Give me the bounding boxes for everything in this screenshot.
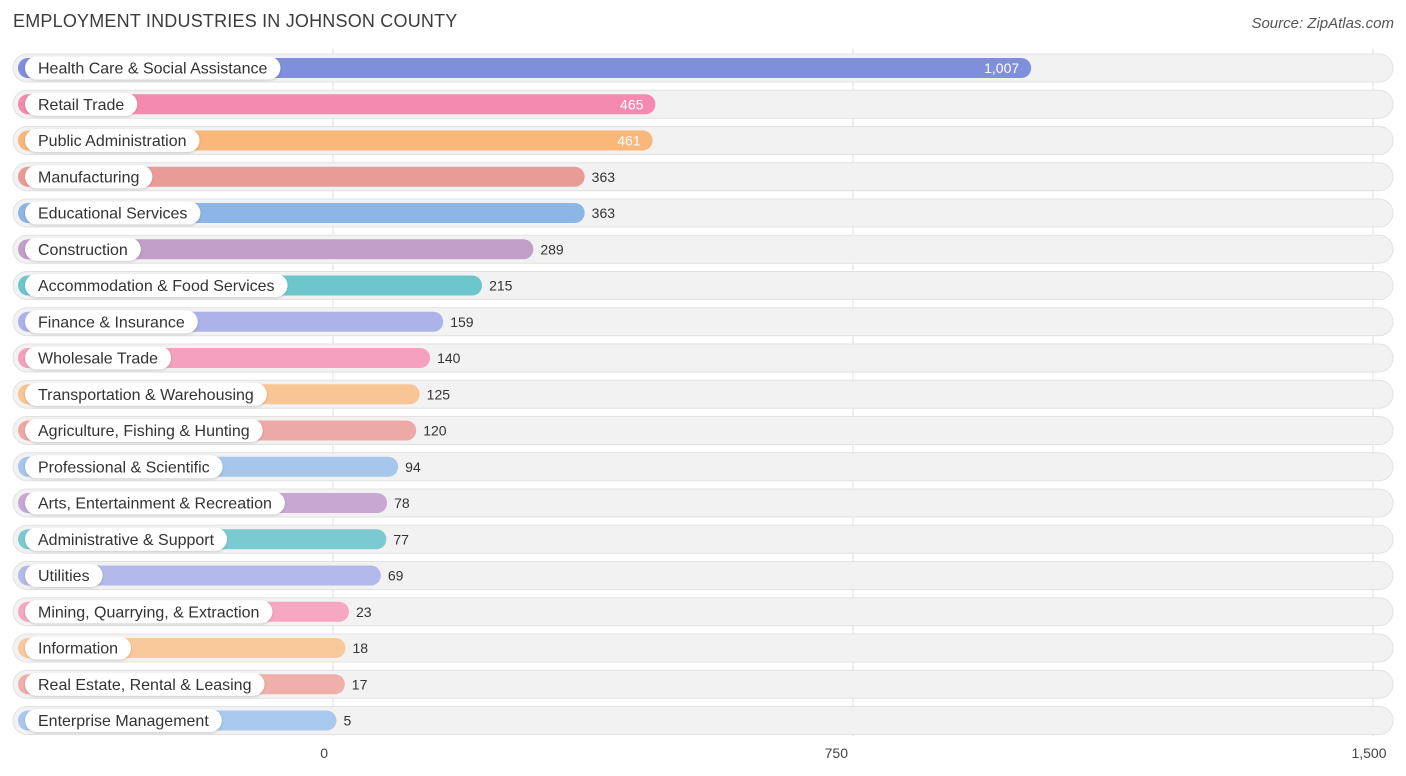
bar-row: Retail Trade 465 xyxy=(12,89,1394,119)
value-label: 77 xyxy=(393,531,409,547)
bar xyxy=(18,239,534,260)
category-label: Finance & Insurance xyxy=(38,314,185,331)
category-label-pill xyxy=(25,636,132,660)
category-label: Educational Services xyxy=(38,206,187,223)
x-tick-label: 0 xyxy=(320,745,328,761)
x-axis-ticks: 0 750 1,500 xyxy=(320,745,1387,761)
value-label: 18 xyxy=(352,640,368,656)
category-label-pill xyxy=(25,709,222,732)
bar-row: Real Estate, Rental & Leasing 17 xyxy=(12,669,1394,699)
bar xyxy=(18,166,585,187)
bar-row: Transportation & Warehousing 125 xyxy=(12,379,1394,409)
value-label: 159 xyxy=(450,314,474,330)
bar-rows: Health Care & Social Assistance 1,007 Reta… xyxy=(12,53,1394,735)
category-label: Real Estate, Rental & Leasing xyxy=(38,677,251,694)
bar-row: Educational Services 363 xyxy=(12,198,1394,228)
category-label-pill xyxy=(25,455,223,479)
category-label: Utilities xyxy=(38,568,90,585)
value-label: 69 xyxy=(388,568,404,584)
category-label-pill xyxy=(25,129,200,152)
category-label: Administrative & Support xyxy=(38,532,215,549)
category-label-pill xyxy=(25,310,198,334)
value-label: 78 xyxy=(394,495,410,511)
bar-row: Information 18 xyxy=(12,633,1394,663)
category-label: Health Care & Social Assistance xyxy=(38,61,268,78)
category-label-pill xyxy=(25,564,103,587)
bar-track xyxy=(12,633,1394,663)
value-label: 289 xyxy=(540,241,564,257)
value-label: 125 xyxy=(427,386,451,402)
bar-row: Professional & Scientific 94 xyxy=(12,452,1394,482)
source-note: Source: ZipAtlas.com xyxy=(1251,15,1394,32)
bar-row: Arts, Entertainment & Recreation 78 xyxy=(12,488,1394,518)
category-label: Transportation & Warehousing xyxy=(38,387,254,404)
bar-row: Agriculture, Fishing & Hunting 120 xyxy=(12,416,1394,445)
value-label: 5 xyxy=(343,713,351,729)
category-label-pill xyxy=(25,382,267,406)
value-label: 1,007 xyxy=(984,60,1019,76)
category-label-pill xyxy=(25,527,228,551)
bar-row: Public Administration 461 xyxy=(12,126,1394,155)
category-label-pill xyxy=(25,419,263,442)
category-label: Professional & Scientific xyxy=(38,459,210,476)
category-label-pill xyxy=(25,201,201,225)
category-label-pill xyxy=(25,237,141,261)
category-label: Arts, Entertainment & Recreation xyxy=(38,496,272,513)
bar-row: Finance & Insurance 159 xyxy=(12,307,1394,337)
bar-row: Health Care & Social Assistance 1,007 xyxy=(12,53,1394,83)
x-tick-label: 750 xyxy=(825,745,849,761)
category-label-pill xyxy=(25,56,281,80)
bar-row: Utilities 69 xyxy=(12,561,1394,590)
chart-title: EMPLOYMENT INDUSTRIES IN JOHNSON COUNTY xyxy=(13,11,458,31)
category-label-pill xyxy=(25,346,172,370)
value-label: 465 xyxy=(620,96,644,112)
value-label: 363 xyxy=(592,169,616,185)
value-label: 140 xyxy=(437,350,461,366)
category-label: Retail Trade xyxy=(38,97,124,114)
category-label-pill xyxy=(25,672,265,696)
category-label: Information xyxy=(38,641,118,658)
bar xyxy=(18,94,656,115)
category-label: Wholesale Trade xyxy=(38,351,158,368)
bar-track xyxy=(12,706,1394,735)
value-label: 94 xyxy=(405,459,421,475)
bar-row: Manufacturing 363 xyxy=(12,162,1394,192)
category-label: Mining, Quarrying, & Extraction xyxy=(38,604,259,621)
category-label: Construction xyxy=(38,242,128,259)
bar-row: Construction 289 xyxy=(12,234,1394,264)
bar-row: Mining, Quarrying, & Extraction 23 xyxy=(12,597,1394,627)
value-label: 23 xyxy=(356,604,372,620)
value-label: 461 xyxy=(617,133,641,149)
value-label: 17 xyxy=(352,676,368,692)
category-label-pill xyxy=(25,92,138,116)
category-label: Public Administration xyxy=(38,133,187,150)
category-label-pill xyxy=(25,491,285,515)
bar-track xyxy=(12,597,1394,627)
bar-track xyxy=(12,669,1394,699)
category-label: Manufacturing xyxy=(38,169,139,186)
value-label: 215 xyxy=(489,278,513,294)
value-label: 120 xyxy=(423,423,447,439)
x-tick-label: 1,500 xyxy=(1351,745,1386,761)
value-label: 363 xyxy=(592,205,616,221)
category-label: Agriculture, Fishing & Hunting xyxy=(38,423,250,440)
bar-row: Administrative & Support 77 xyxy=(12,524,1394,554)
bar-row: Accommodation & Food Services 215 xyxy=(12,271,1394,300)
bar xyxy=(18,565,381,586)
bar-row: Enterprise Management 5 xyxy=(12,706,1394,735)
category-label-pill xyxy=(25,274,288,297)
category-label-pill xyxy=(25,600,273,624)
category-label: Accommodation & Food Services xyxy=(38,278,275,295)
category-label-pill xyxy=(25,165,153,189)
bar-row: Wholesale Trade 140 xyxy=(12,343,1394,373)
category-label: Enterprise Management xyxy=(38,713,209,730)
